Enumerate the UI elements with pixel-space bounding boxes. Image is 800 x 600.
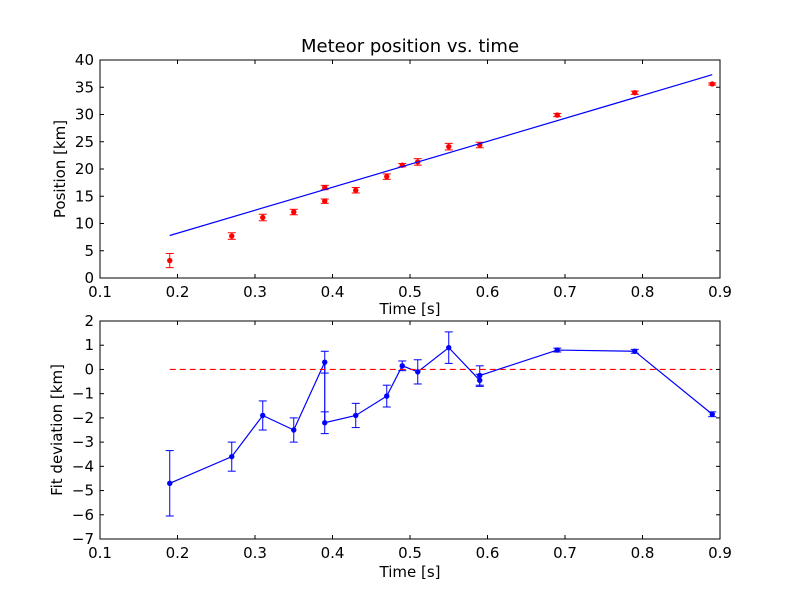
chart-title: Meteor position vs. time (301, 36, 519, 57)
data-point (167, 480, 173, 486)
data-point (554, 347, 560, 353)
x-axis-label: Time [s] (379, 300, 441, 318)
data-point (554, 112, 560, 118)
data-point (291, 427, 297, 433)
y-tick-label: 1 (84, 336, 94, 354)
data-point (167, 257, 173, 264)
y-tick-label: 2 (84, 312, 94, 330)
data-point (229, 453, 235, 460)
x-tick-label: 0.3 (243, 283, 267, 301)
data-point (477, 372, 483, 379)
data-point (291, 209, 297, 215)
data-point (260, 214, 266, 221)
data-point (415, 369, 421, 375)
x-tick-label: 0.4 (321, 544, 345, 562)
x-tick-label: 0.1 (88, 283, 112, 301)
deviation-series-line (169, 346, 713, 484)
y-tick-label: −5 (72, 482, 94, 500)
x-tick-label: 0.5 (398, 283, 422, 301)
data-point (322, 198, 328, 204)
data-point (322, 420, 328, 426)
data-point (709, 81, 715, 87)
y-tick-label: 0 (84, 360, 94, 378)
data-point (709, 411, 715, 417)
data-point (384, 173, 390, 180)
y-tick-label: −6 (72, 506, 94, 524)
y-tick-label: −4 (72, 457, 94, 475)
y-tick-label: −1 (72, 385, 94, 403)
x-tick-label: 0.2 (166, 283, 190, 301)
fit-line (169, 74, 713, 237)
y-tick-label: 35 (75, 78, 94, 96)
x-tick-label: 0.4 (321, 283, 345, 301)
deviation-chart: Time [s] Fit deviation [km] 0.1 0.2 0.3 0.4… (48, 312, 732, 581)
data-point (353, 412, 359, 419)
y-axis-label: Fit deviation [km] (48, 364, 66, 496)
y-tick-label: 25 (75, 133, 94, 151)
y-tick-label: −7 (72, 530, 94, 548)
x-tick-label: 0.1 (88, 544, 112, 562)
y-tick-label: 0 (84, 269, 94, 287)
data-point (384, 393, 390, 399)
x-axis-label: Time [s] (379, 563, 441, 581)
y-tick-label: 40 (75, 51, 94, 69)
data-point (229, 233, 235, 239)
x-tick-label: 0.5 (398, 544, 422, 562)
y-axis-label: Position [km] (51, 120, 69, 218)
x-tick-label: 0.8 (631, 544, 655, 562)
data-point (322, 359, 328, 365)
y-tick-label: 20 (75, 160, 94, 178)
x-tick-label: 0.2 (166, 544, 190, 562)
x-tick-label: 0.9 (708, 544, 732, 562)
y-tick-label: 10 (75, 215, 94, 233)
x-tick-label: 0.8 (631, 283, 655, 301)
data-point (446, 143, 452, 150)
x-tick-label: 0.7 (553, 283, 577, 301)
data-point (353, 187, 359, 193)
data-point (399, 363, 405, 369)
y-tick-label: −3 (72, 433, 94, 451)
y-tick-label: −2 (72, 409, 94, 427)
x-tick-label: 0.3 (243, 544, 267, 562)
x-tick-label: 0.7 (553, 544, 577, 562)
position-chart: Meteor position vs. time Time [s] Positi… (51, 36, 732, 318)
x-tick-label: 0.6 (476, 283, 500, 301)
data-point (446, 344, 452, 351)
data-point (260, 412, 266, 419)
data-point (632, 90, 638, 96)
y-tick-label: 30 (75, 106, 94, 124)
y-tick-label: 15 (75, 187, 94, 205)
x-tick-label: 0.6 (476, 544, 500, 562)
x-tick-label: 0.9 (708, 283, 732, 301)
y-tick-label: 5 (84, 242, 94, 260)
data-point (632, 348, 638, 354)
